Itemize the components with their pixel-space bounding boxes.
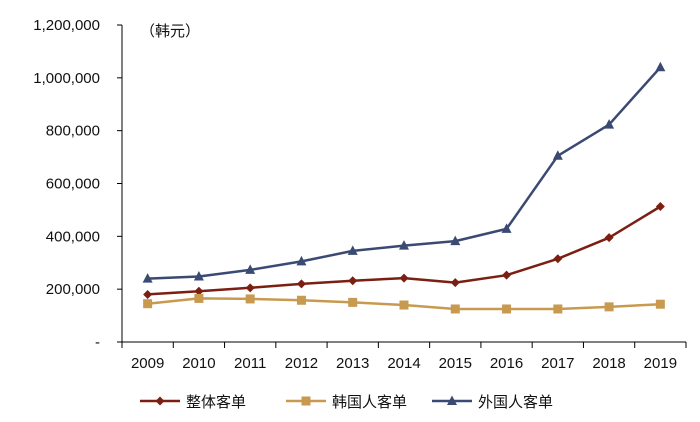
data-point-0 — [502, 270, 512, 280]
data-point-2 — [552, 150, 563, 160]
legend-marker-0 — [155, 396, 165, 406]
y-tick-label: 1,200,000 — [33, 17, 100, 34]
data-point-1 — [296, 295, 306, 305]
y-tick-label: - — [95, 334, 100, 351]
y-axis-ticks: - 200,000 400,000 600,000 800,000 1,000,000 1,… — [33, 17, 122, 351]
x-tick-label: 2014 — [387, 355, 420, 372]
data-point-2 — [142, 273, 153, 283]
legend-label-1: 韩国人客单 — [332, 393, 407, 411]
x-tick-label: 2009 — [131, 355, 164, 372]
data-point-2 — [604, 119, 615, 129]
x-tick-label: 2017 — [541, 355, 574, 372]
series-markers — [142, 61, 666, 314]
y-tick-label: 800,000 — [46, 123, 100, 140]
x-tick-label: 2016 — [490, 355, 523, 372]
data-point-0 — [399, 273, 409, 283]
y-tick-label: 200,000 — [46, 281, 100, 298]
legend-marker-2 — [447, 395, 457, 405]
unit-label: （韩元） — [140, 22, 200, 40]
data-point-2 — [450, 235, 461, 246]
x-tick-label: 2010 — [182, 355, 215, 372]
data-point-1 — [502, 304, 512, 314]
data-point-0 — [194, 286, 204, 296]
data-point-2 — [296, 255, 307, 266]
data-point-0 — [245, 283, 255, 293]
data-point-2 — [399, 240, 409, 250]
data-point-2 — [193, 270, 204, 281]
legend-label-0: 整体客单 — [186, 393, 246, 411]
data-point-1 — [399, 300, 409, 310]
data-point-0 — [450, 278, 460, 288]
x-axis-ticks: 2009 2010 2011 2012 2013 2014 2015 2016 2017 2018… — [121, 342, 687, 372]
legend: 整体客单 韩国人客单 外国人客单 — [140, 393, 553, 411]
data-point-2 — [501, 223, 512, 233]
data-point-2 — [655, 61, 666, 72]
x-tick-label: 2015 — [439, 355, 472, 372]
axes — [121, 25, 686, 343]
y-tick-label: 400,000 — [46, 228, 100, 245]
data-point-1 — [194, 293, 204, 303]
data-point-1 — [655, 299, 665, 309]
data-point-0 — [348, 276, 358, 286]
legend-label-2: 外国人客单 — [478, 393, 553, 411]
data-point-1 — [143, 299, 153, 309]
x-tick-label: 2011 — [234, 355, 266, 372]
x-tick-label: 2019 — [644, 355, 677, 372]
data-point-1 — [348, 297, 358, 307]
data-point-1 — [245, 294, 255, 304]
data-point-1 — [553, 304, 563, 314]
data-point-0 — [143, 289, 153, 299]
series-lines — [147, 66, 662, 311]
data-point-0 — [604, 233, 614, 243]
x-tick-label: 2012 — [285, 355, 318, 372]
x-tick-label: 2018 — [592, 355, 625, 372]
x-tick-label: 2013 — [336, 355, 369, 372]
data-point-1 — [604, 302, 614, 312]
data-point-2 — [245, 264, 256, 274]
data-point-2 — [347, 245, 358, 255]
y-tick-label: 600,000 — [46, 176, 100, 193]
data-point-1 — [450, 304, 460, 314]
y-tick-label: 1,000,000 — [33, 70, 100, 87]
data-point-0 — [655, 201, 665, 211]
data-point-0 — [296, 279, 306, 289]
legend-marker-1 — [301, 396, 311, 406]
data-point-0 — [553, 254, 563, 264]
